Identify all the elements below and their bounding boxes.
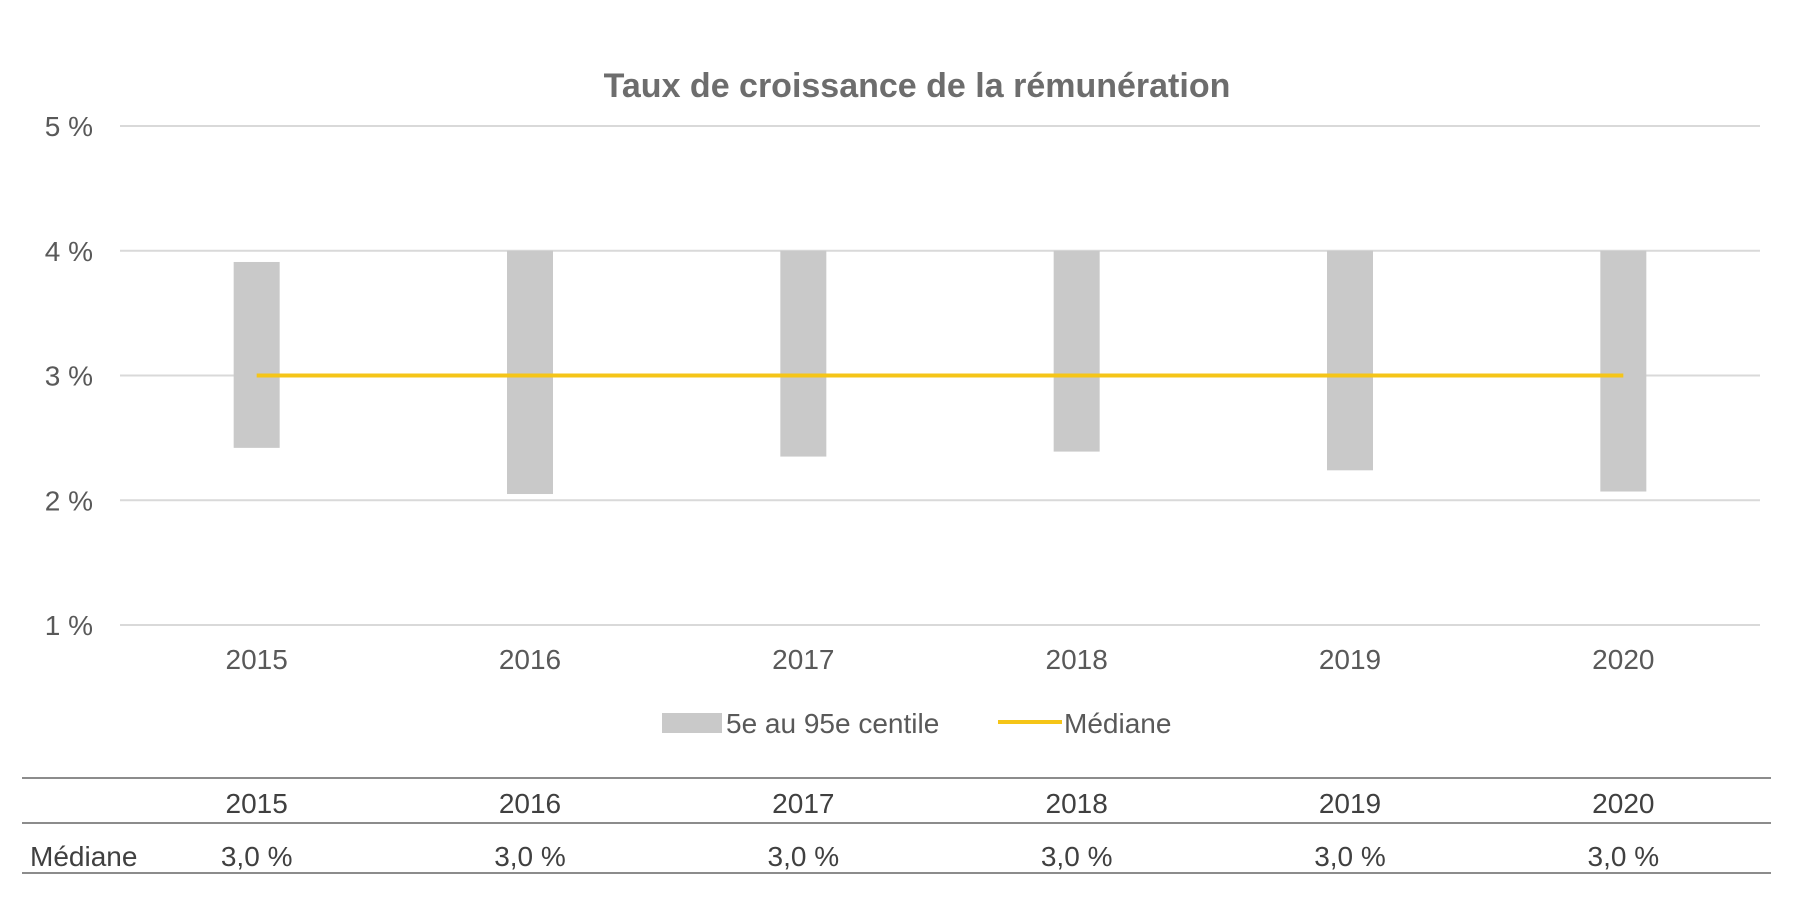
table-header-cell: 2018: [1046, 788, 1108, 819]
table-header-cell: 2017: [772, 788, 834, 819]
range-bar: [780, 250, 827, 457]
legend-bar-swatch: [662, 713, 722, 733]
table-cell: 3,0 %: [1041, 841, 1113, 872]
y-axis: 1 % 2 % 3 % 4 % 5 %: [45, 111, 93, 641]
table-cell: 3,0 %: [768, 841, 840, 872]
range-bar: [507, 250, 553, 495]
legend-bar-label: 5e au 95e centile: [726, 708, 939, 739]
table-cell: 3,0 %: [221, 841, 293, 872]
x-axis: 2015 2016 2017 2018 2019 2020: [226, 644, 1655, 675]
x-tick-label: 2015: [226, 644, 288, 675]
range-bar: [1600, 250, 1647, 492]
y-tick-label: 3 %: [45, 361, 93, 392]
table-cell: 3,0 %: [1588, 841, 1660, 872]
table-header-cell: 2015: [226, 788, 288, 819]
y-tick-label: 1 %: [45, 610, 93, 641]
x-tick-label: 2020: [1592, 644, 1654, 675]
chart-title: Taux de croissance de la rémunération: [604, 67, 1231, 105]
x-tick-label: 2019: [1319, 644, 1381, 675]
table-row-label: Médiane: [30, 841, 137, 872]
x-tick-label: 2016: [499, 644, 561, 675]
y-tick-label: 2 %: [45, 485, 93, 516]
table-header-cell: 2016: [499, 788, 561, 819]
table-cell: 3,0 %: [1314, 841, 1386, 872]
y-tick-label: 4 %: [45, 236, 93, 267]
table-header-cell: 2020: [1592, 788, 1654, 819]
range-bar: [1053, 250, 1100, 452]
legend: 5e au 95e centile Médiane: [662, 708, 1171, 739]
range-bar: [233, 261, 280, 448]
legend-median-label: Médiane: [1064, 708, 1171, 739]
table-cell: 3,0 %: [494, 841, 566, 872]
x-tick-label: 2018: [1046, 644, 1108, 675]
table-header-cell: 2019: [1319, 788, 1381, 819]
y-tick-label: 5 %: [45, 111, 93, 142]
bar-series: [233, 250, 1647, 495]
range-bar: [1327, 250, 1373, 471]
data-table: Médiane 2015 2016 2017 2018 2019 2020 3,0 % 3,0…: [22, 777, 1771, 874]
x-tick-label: 2017: [772, 644, 834, 675]
